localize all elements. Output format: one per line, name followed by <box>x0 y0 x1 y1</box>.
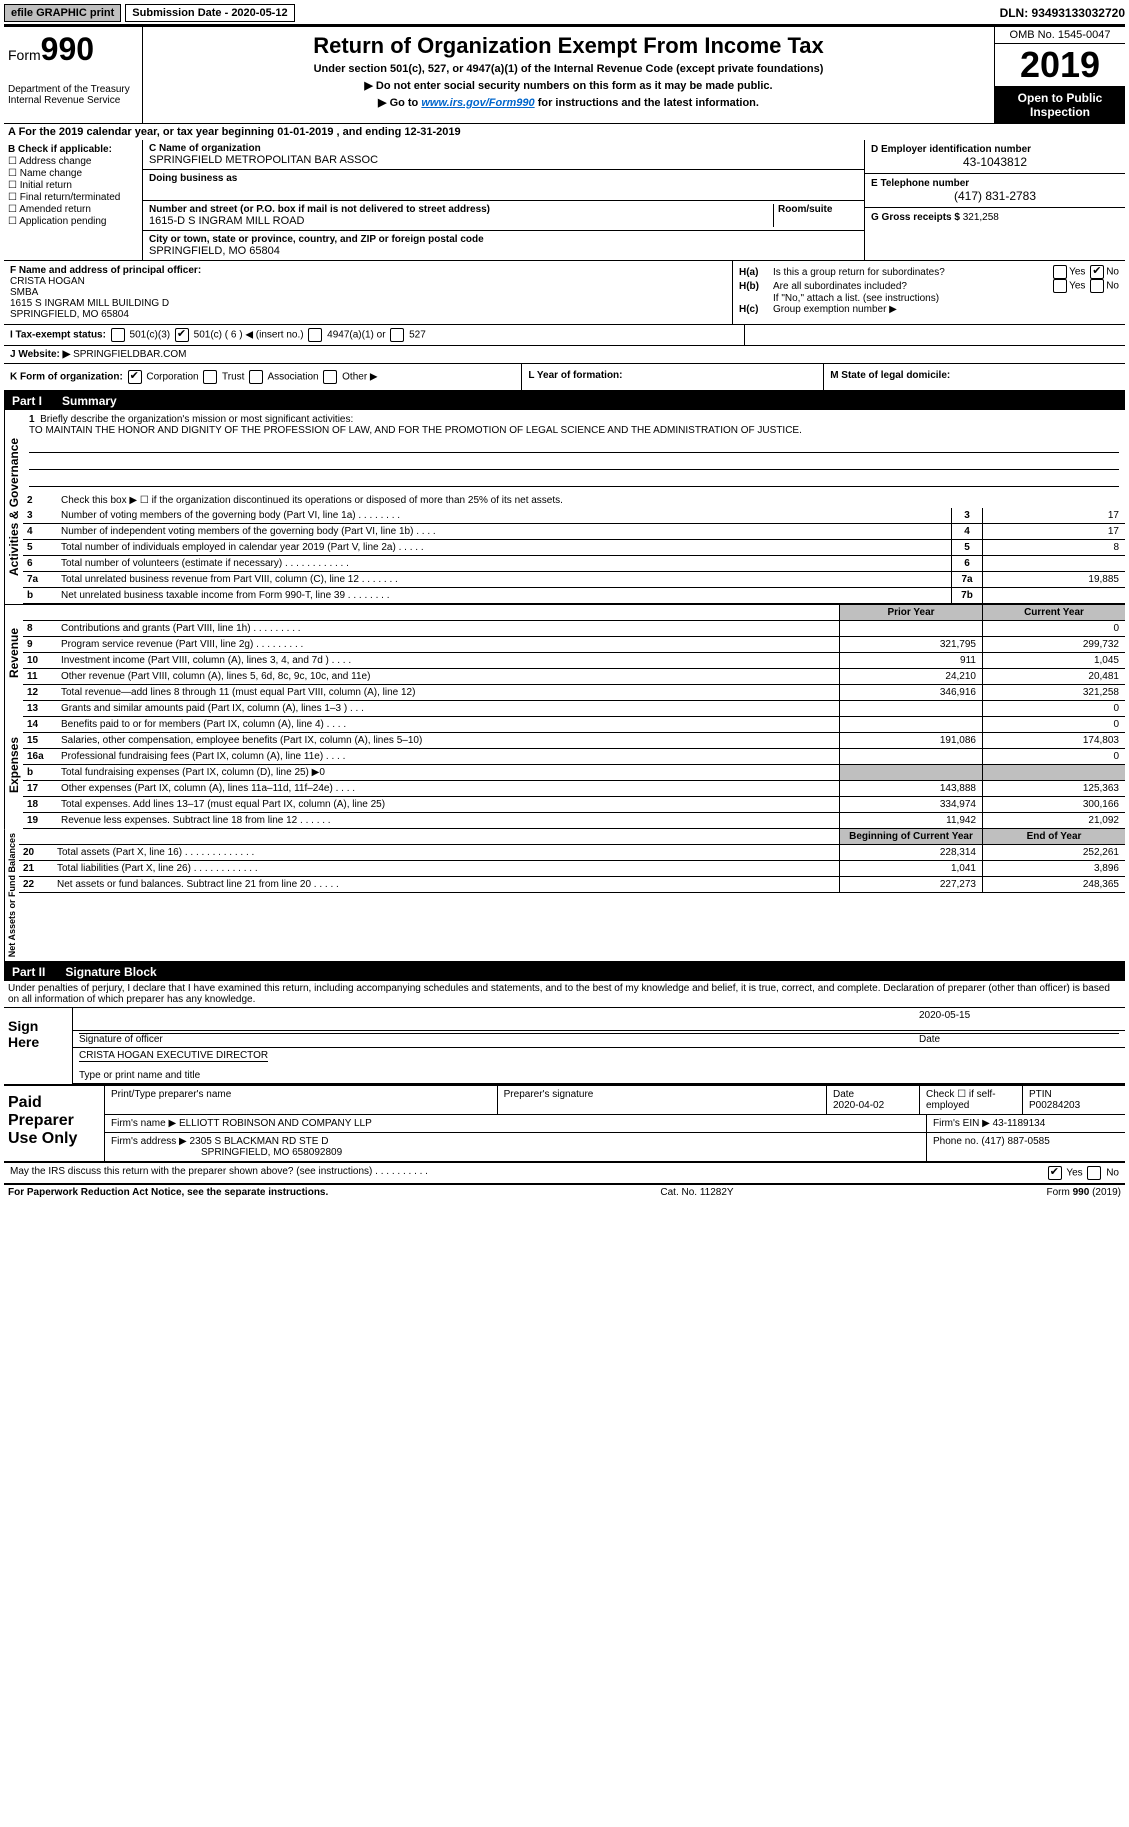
line-11: 11Other revenue (Part VIII, column (A), … <box>23 669 1125 685</box>
year-block: OMB No. 1545-0047 2019 Open to Public In… <box>994 27 1125 123</box>
form-title: Return of Organization Exempt From Incom… <box>151 33 986 59</box>
line-21: 21Total liabilities (Part X, line 26) . … <box>19 861 1125 877</box>
line-22: 22Net assets or fund balances. Subtract … <box>19 877 1125 893</box>
line-8: 8Contributions and grants (Part VIII, li… <box>23 621 1125 637</box>
form-id-block: Form990 Department of the Treasury Inter… <box>4 27 143 123</box>
paid-preparer-label: Paid Preparer Use Only <box>4 1086 105 1161</box>
discuss-row: May the IRS discuss this return with the… <box>4 1163 1125 1185</box>
perjury-declaration: Under penalties of perjury, I declare th… <box>4 981 1125 1008</box>
line-15: 15Salaries, other compensation, employee… <box>23 733 1125 749</box>
by-ey-header: Beginning of Current Year End of Year <box>19 829 1125 845</box>
submission-date: Submission Date - 2020-05-12 <box>125 4 294 22</box>
principal-officer: F Name and address of principal officer:… <box>4 261 733 324</box>
line-3: 3Number of voting members of the governi… <box>23 508 1125 524</box>
paid-preparer-block: Print/Type preparer's name Preparer's si… <box>105 1086 1125 1161</box>
mission-block: 1 Briefly describe the organization's mi… <box>23 410 1125 493</box>
part-2-header: Part IISignature Block <box>4 963 1125 981</box>
tax-year-row: A For the 2019 calendar year, or tax yea… <box>4 124 1125 140</box>
sign-here-label: Sign Here <box>4 1008 73 1084</box>
ein-phone-block: D Employer identification number 43-1043… <box>864 140 1125 260</box>
tax-exempt-status: I Tax-exempt status: 501(c)(3) 501(c) ( … <box>4 325 745 345</box>
expenses-label: Expenses <box>4 701 23 829</box>
part-1-header: Part ISummary <box>4 392 1125 410</box>
line-b: bNet unrelated business taxable income f… <box>23 588 1125 604</box>
line-7a: 7aTotal unrelated business revenue from … <box>23 572 1125 588</box>
website-row: J Website: ▶ SPRINGFIELDBAR.COM <box>4 346 1125 364</box>
line-13: 13Grants and similar amounts paid (Part … <box>23 701 1125 717</box>
line-17: 17Other expenses (Part IX, column (A), l… <box>23 781 1125 797</box>
instructions-link[interactable]: www.irs.gov/Form990 <box>421 97 534 109</box>
org-info: C Name of organization SPRINGFIELD METRO… <box>143 140 864 260</box>
check-applicable: B Check if applicable: ☐ Address change … <box>4 140 143 260</box>
line-10: 10Investment income (Part VIII, column (… <box>23 653 1125 669</box>
netassets-label: Net Assets or Fund Balances <box>4 829 19 961</box>
form-of-org: K Form of organization: Corporation Trus… <box>4 364 522 390</box>
line-6: 6Total number of volunteers (estimate if… <box>23 556 1125 572</box>
efile-button[interactable]: efile GRAPHIC print <box>4 4 121 22</box>
py-cy-header: Prior Year Current Year <box>23 605 1125 621</box>
line-18: 18Total expenses. Add lines 13–17 (must … <box>23 797 1125 813</box>
dln: DLN: 93493133032720 <box>1000 6 1125 20</box>
year-formation: L Year of formation: <box>522 364 824 390</box>
line-5: 5Total number of individuals employed in… <box>23 540 1125 556</box>
line-14: 14Benefits paid to or for members (Part … <box>23 717 1125 733</box>
line-4: 4Number of independent voting members of… <box>23 524 1125 540</box>
state-domicile: M State of legal domicile: <box>824 364 1125 390</box>
line-20: 20Total assets (Part X, line 16) . . . .… <box>19 845 1125 861</box>
revenue-label: Revenue <box>4 605 23 701</box>
line-12: 12Total revenue—add lines 8 through 11 (… <box>23 685 1125 701</box>
footer: For Paperwork Reduction Act Notice, see … <box>4 1185 1125 1200</box>
line-19: 19Revenue less expenses. Subtract line 1… <box>23 813 1125 829</box>
line-9: 9Program service revenue (Part VIII, lin… <box>23 637 1125 653</box>
form-title-block: Return of Organization Exempt From Incom… <box>143 27 994 123</box>
activities-governance-label: Activities & Governance <box>4 410 23 604</box>
line-16a: 16aProfessional fundraising fees (Part I… <box>23 749 1125 765</box>
group-return-block: H(a) Is this a group return for subordin… <box>733 261 1125 324</box>
line-b: bTotal fundraising expenses (Part IX, co… <box>23 765 1125 781</box>
